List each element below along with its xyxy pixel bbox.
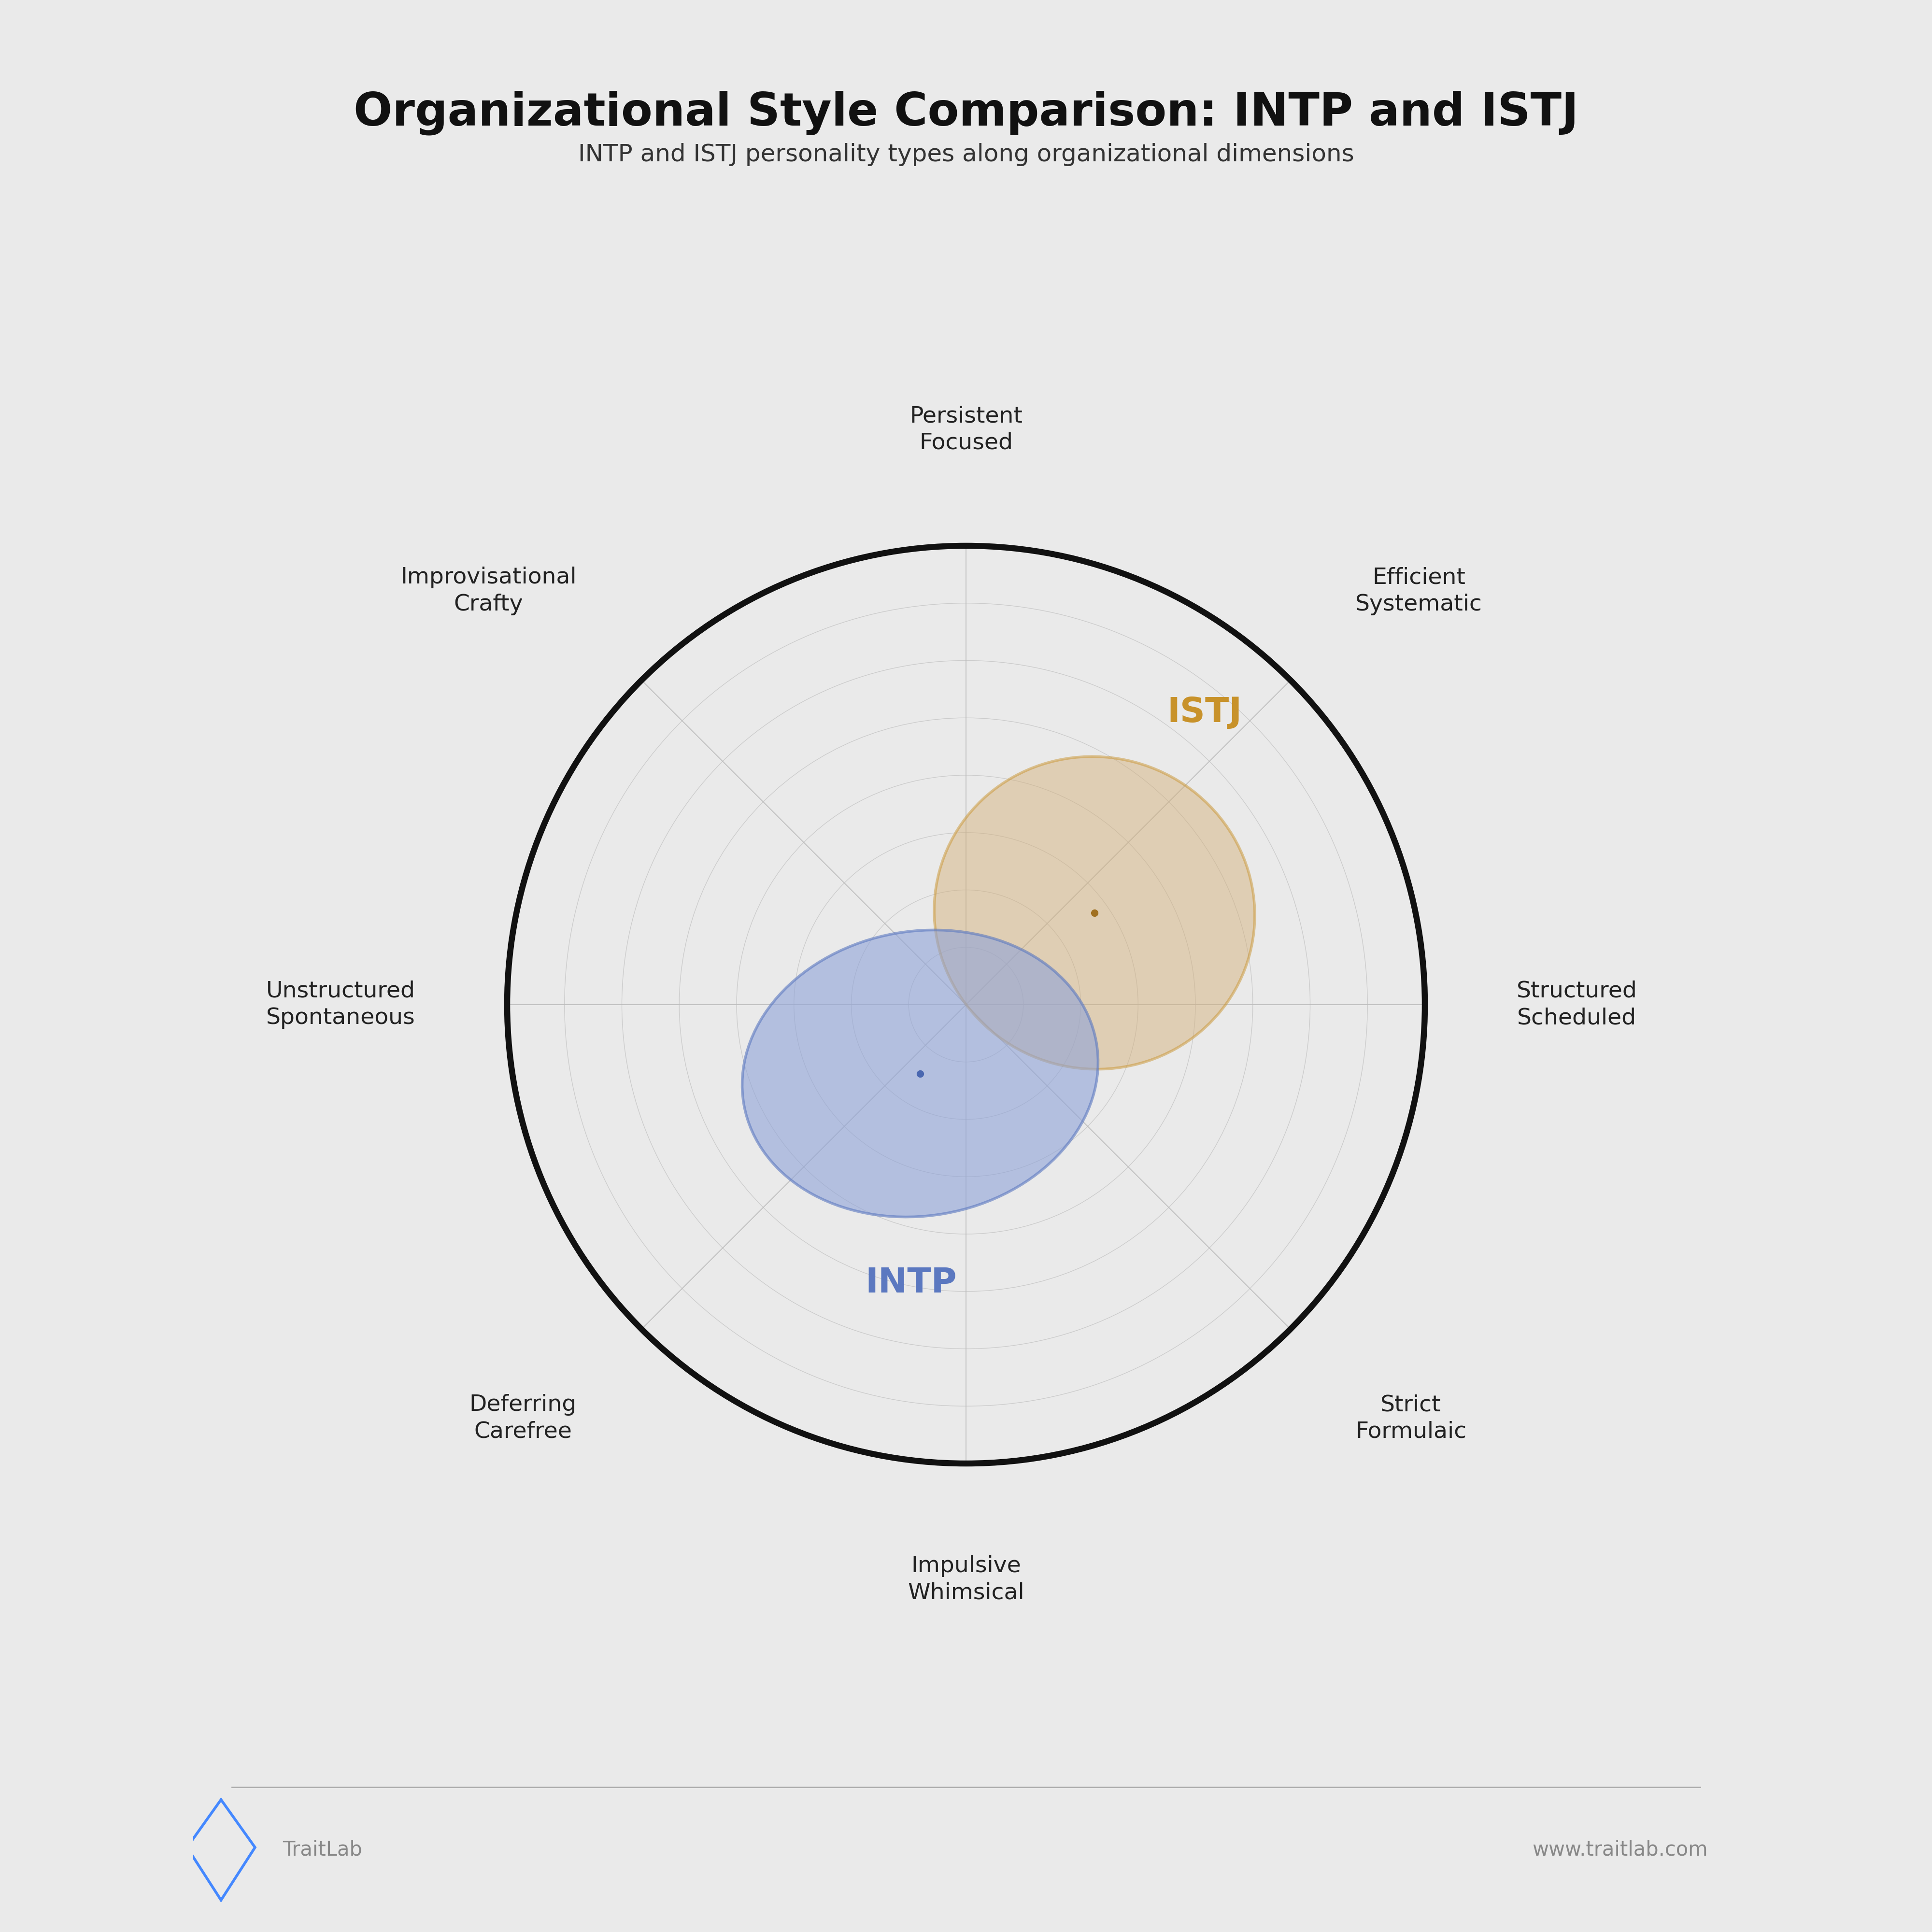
- Text: Strict
Formulaic: Strict Formulaic: [1356, 1395, 1466, 1443]
- Text: Organizational Style Comparison: INTP and ISTJ: Organizational Style Comparison: INTP an…: [354, 91, 1578, 135]
- Text: Unstructured
Spontaneous: Unstructured Spontaneous: [267, 980, 415, 1030]
- Text: www.traitlab.com: www.traitlab.com: [1532, 1839, 1708, 1861]
- Text: Structured
Scheduled: Structured Scheduled: [1517, 980, 1636, 1030]
- Text: TraitLab: TraitLab: [282, 1839, 363, 1861]
- Text: INTP: INTP: [866, 1265, 956, 1300]
- Text: Deferring
Carefree: Deferring Carefree: [469, 1395, 576, 1443]
- Text: Persistent
Focused: Persistent Focused: [910, 406, 1022, 454]
- Ellipse shape: [935, 757, 1254, 1068]
- Text: Impulsive
Whimsical: Impulsive Whimsical: [908, 1555, 1024, 1604]
- Text: INTP and ISTJ personality types along organizational dimensions: INTP and ISTJ personality types along or…: [578, 143, 1354, 166]
- Text: Efficient
Systematic: Efficient Systematic: [1356, 566, 1482, 614]
- Ellipse shape: [742, 929, 1097, 1217]
- Text: Improvisational
Crafty: Improvisational Crafty: [400, 566, 576, 614]
- Text: ISTJ: ISTJ: [1167, 696, 1242, 728]
